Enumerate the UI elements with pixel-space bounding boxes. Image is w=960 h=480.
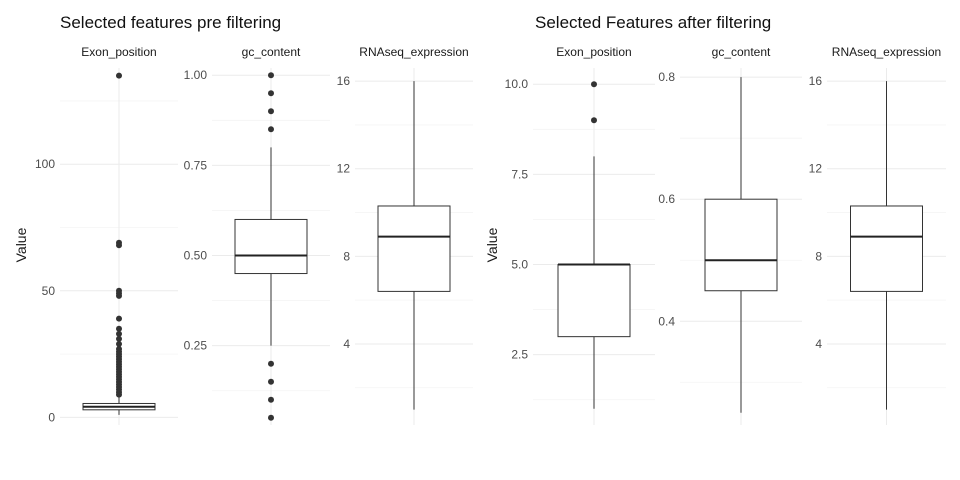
- chart-title-pre: Selected features pre filtering: [60, 13, 281, 32]
- y-tick-label: 0.4: [658, 314, 675, 328]
- panel-1-2: 4 8 12 16 RNAseq_expression: [809, 45, 946, 425]
- outlier-point: [116, 292, 122, 299]
- y-tick-label: 0.50: [184, 249, 208, 263]
- y-tick-label: 0: [48, 410, 55, 424]
- y-tick-label: 50: [42, 284, 56, 298]
- y-tick-label: 10.0: [505, 77, 529, 91]
- y-tick-label: 4: [815, 337, 822, 351]
- y-tick-label: 100: [35, 157, 55, 171]
- outlier-point: [116, 72, 122, 79]
- y-tick-label: 2.5: [511, 348, 528, 362]
- outlier-point: [116, 340, 122, 347]
- panel-0-0: 0 50 100 Exon_position: [35, 45, 178, 425]
- outlier-point: [116, 325, 122, 332]
- outlier-point: [268, 414, 274, 421]
- outlier-point: [268, 378, 274, 385]
- y-tick-label: 1.00: [184, 68, 208, 82]
- iqr-box: [850, 205, 923, 292]
- facet-strip-label: gc_content: [242, 45, 301, 59]
- outlier-point: [268, 90, 274, 97]
- y-tick-label: 4: [343, 337, 350, 351]
- outlier-point: [116, 330, 122, 337]
- y-tick-label: 0.75: [184, 158, 208, 172]
- y-tick-label: 7.5: [511, 167, 528, 181]
- outlier-point: [268, 396, 274, 403]
- facet-strip-label: Exon_position: [81, 45, 156, 59]
- outlier-point: [116, 391, 122, 398]
- chart-panels: 0 50 100 Exon_position 0.25 0.50 0.75 1.00 gc_co…: [35, 45, 946, 425]
- y-tick-label: 0.6: [658, 192, 675, 206]
- panel-0-2: 4 8 12 16 RNAseq_expression: [337, 45, 473, 425]
- y-tick-label: 16: [337, 74, 351, 88]
- facet-strip-label: RNAseq_expression: [359, 45, 468, 59]
- outlier-point: [116, 315, 122, 322]
- outlier-point: [268, 126, 274, 133]
- outlier-point: [116, 335, 122, 342]
- y-tick-label: 5.0: [511, 258, 528, 272]
- y-tick-label: 16: [809, 74, 823, 88]
- facet-strip-label: gc_content: [712, 45, 771, 59]
- facet-strip-label: Exon_position: [556, 45, 631, 59]
- outlier-point: [268, 72, 274, 79]
- outlier-point: [116, 242, 122, 249]
- outlier-point: [591, 81, 597, 88]
- panel-1-1: 0.4 0.6 0.8 gc_content: [658, 45, 802, 425]
- iqr-box: [557, 264, 631, 338]
- y-axis-label-post: Value: [484, 227, 500, 262]
- panel-0-1: 0.25 0.50 0.75 1.00 gc_content: [184, 45, 330, 425]
- panel-1-0: 2.5 5.0 7.5 10.0 Exon_position: [505, 45, 655, 425]
- iqr-box: [377, 205, 451, 292]
- iqr-box: [234, 218, 308, 275]
- y-tick-label: 8: [343, 249, 350, 263]
- y-axis-label-pre: Value: [13, 227, 29, 262]
- outlier-point: [268, 108, 274, 115]
- facet-strip-label: RNAseq_expression: [832, 45, 941, 59]
- y-tick-label: 0.8: [658, 70, 675, 84]
- outlier-point: [591, 117, 597, 124]
- y-tick-label: 0.25: [184, 339, 208, 353]
- y-tick-label: 12: [809, 162, 823, 176]
- y-tick-label: 12: [337, 162, 351, 176]
- outlier-point: [268, 360, 274, 367]
- iqr-box: [704, 198, 778, 292]
- y-tick-label: 8: [815, 249, 822, 263]
- chart-title-post: Selected Features after filtering: [535, 13, 771, 32]
